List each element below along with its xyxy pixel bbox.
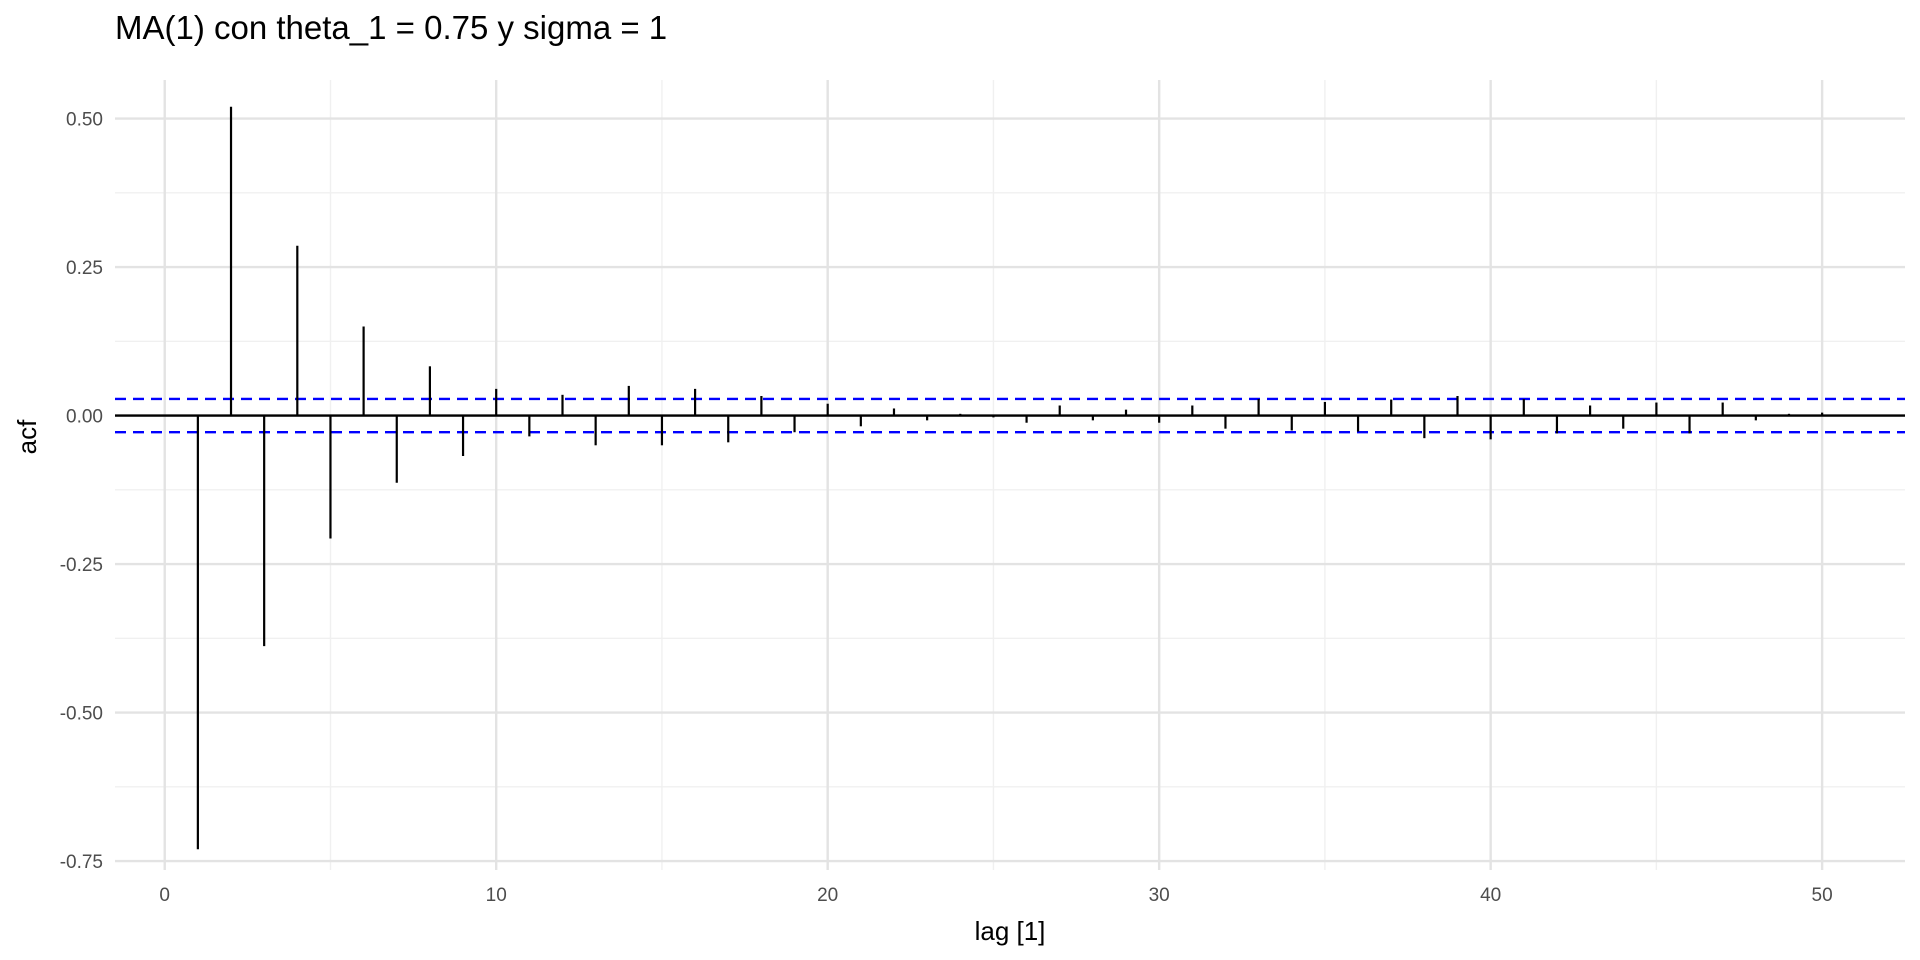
x-axis-tick-labels: 0 10 20 30 40 50 xyxy=(159,885,1832,906)
y-axis-title: acf xyxy=(12,419,42,454)
y-tick-label: 0.50 xyxy=(66,110,103,131)
y-tick-label: -0.25 xyxy=(60,555,103,576)
x-tick-label: 50 xyxy=(1812,885,1833,906)
confidence-bounds xyxy=(115,397,1905,434)
x-tick-label: 30 xyxy=(1149,885,1170,906)
x-axis-title: lag [1] xyxy=(975,916,1046,946)
x-tick-label: 20 xyxy=(817,885,838,906)
y-tick-label: -0.50 xyxy=(60,704,103,725)
y-tick-label: 0.25 xyxy=(66,258,103,279)
x-tick-label: 40 xyxy=(1480,885,1501,906)
x-tick-label: 10 xyxy=(486,885,507,906)
acf-bars xyxy=(115,106,1905,850)
y-tick-label: -0.75 xyxy=(60,852,103,873)
grid xyxy=(115,80,1905,870)
y-axis-tick-labels: 0.50 0.25 0.00 -0.25 -0.50 -0.75 xyxy=(60,110,103,873)
chart-title: MA(1) con theta_1 = 0.75 y sigma = 1 xyxy=(115,9,667,46)
x-tick-label: 0 xyxy=(159,885,170,906)
y-tick-label: 0.00 xyxy=(66,407,103,428)
